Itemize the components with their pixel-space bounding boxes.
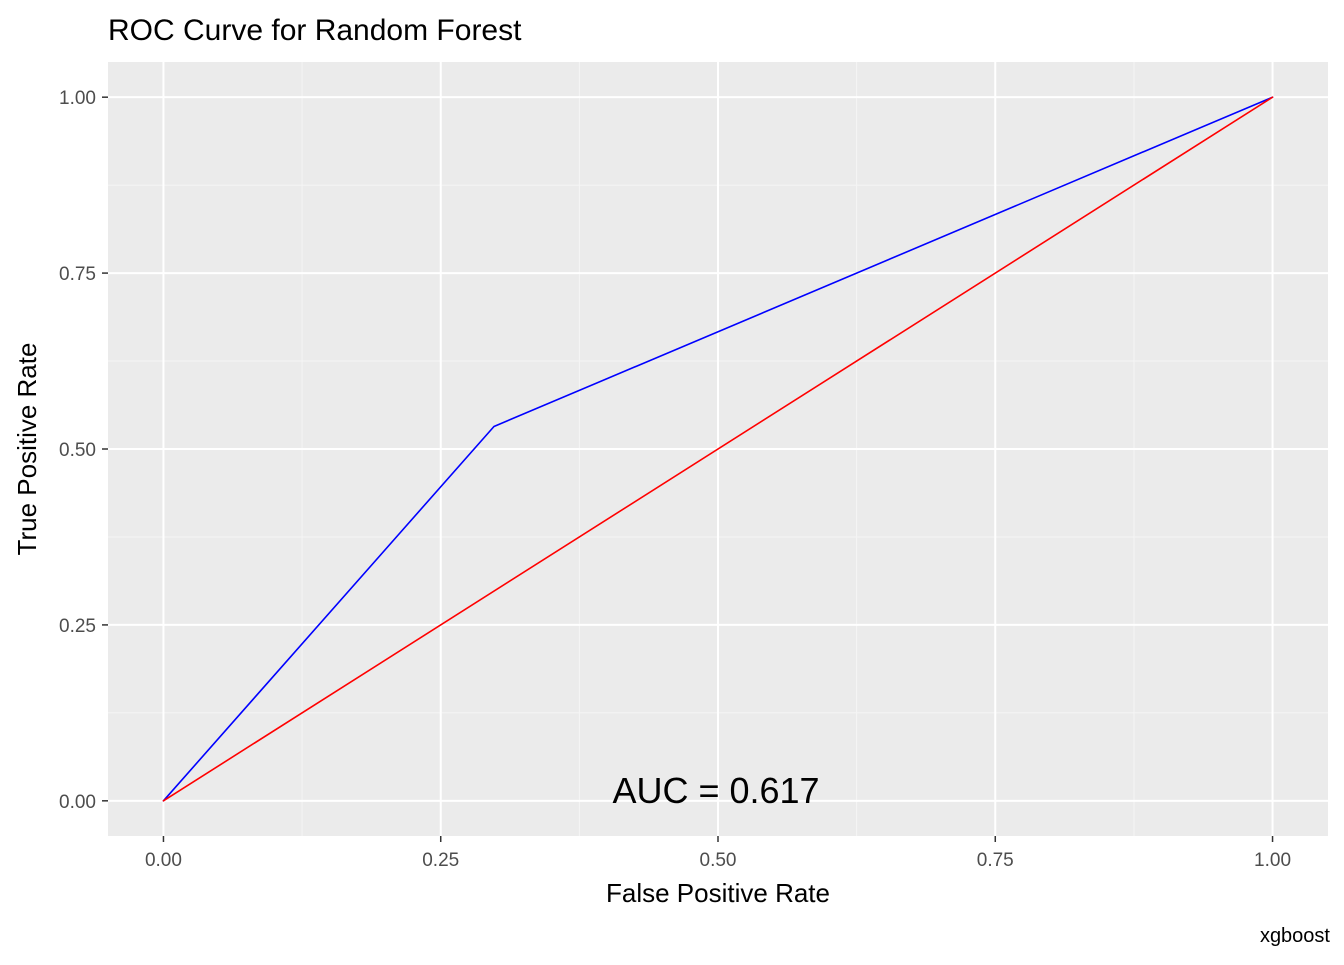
x-tick-label: 0.50 [700, 850, 737, 871]
series-layer [162, 96, 1274, 802]
roc-curve-line [162, 96, 1274, 802]
x-tick-label: 0.25 [422, 850, 459, 871]
x-tick-label: 1.00 [1254, 850, 1291, 871]
y-tick-label: 0.50 [59, 440, 96, 461]
y-tick-label: 0.00 [59, 792, 96, 813]
x-tick-label: 0.75 [977, 850, 1014, 871]
auc-annotation: AUC = 0.617 [612, 770, 819, 811]
tick-layer: 0.00 0.25 0.50 0.75 1.00 0.00 0.25 0.50 0.75 1.00 [59, 88, 1291, 871]
y-tick-label: 1.00 [59, 88, 96, 109]
y-tick-label: 0.25 [59, 616, 96, 637]
caption: xgboost [1260, 925, 1330, 947]
y-axis-label: True Positive Rate [12, 343, 42, 556]
x-tick-label: 0.00 [145, 850, 182, 871]
reference-diagonal-line [162, 96, 1274, 802]
x-axis-label: False Positive Rate [606, 878, 830, 908]
y-tick-label: 0.75 [59, 264, 96, 285]
chart-title: ROC Curve for Random Forest [108, 14, 522, 47]
